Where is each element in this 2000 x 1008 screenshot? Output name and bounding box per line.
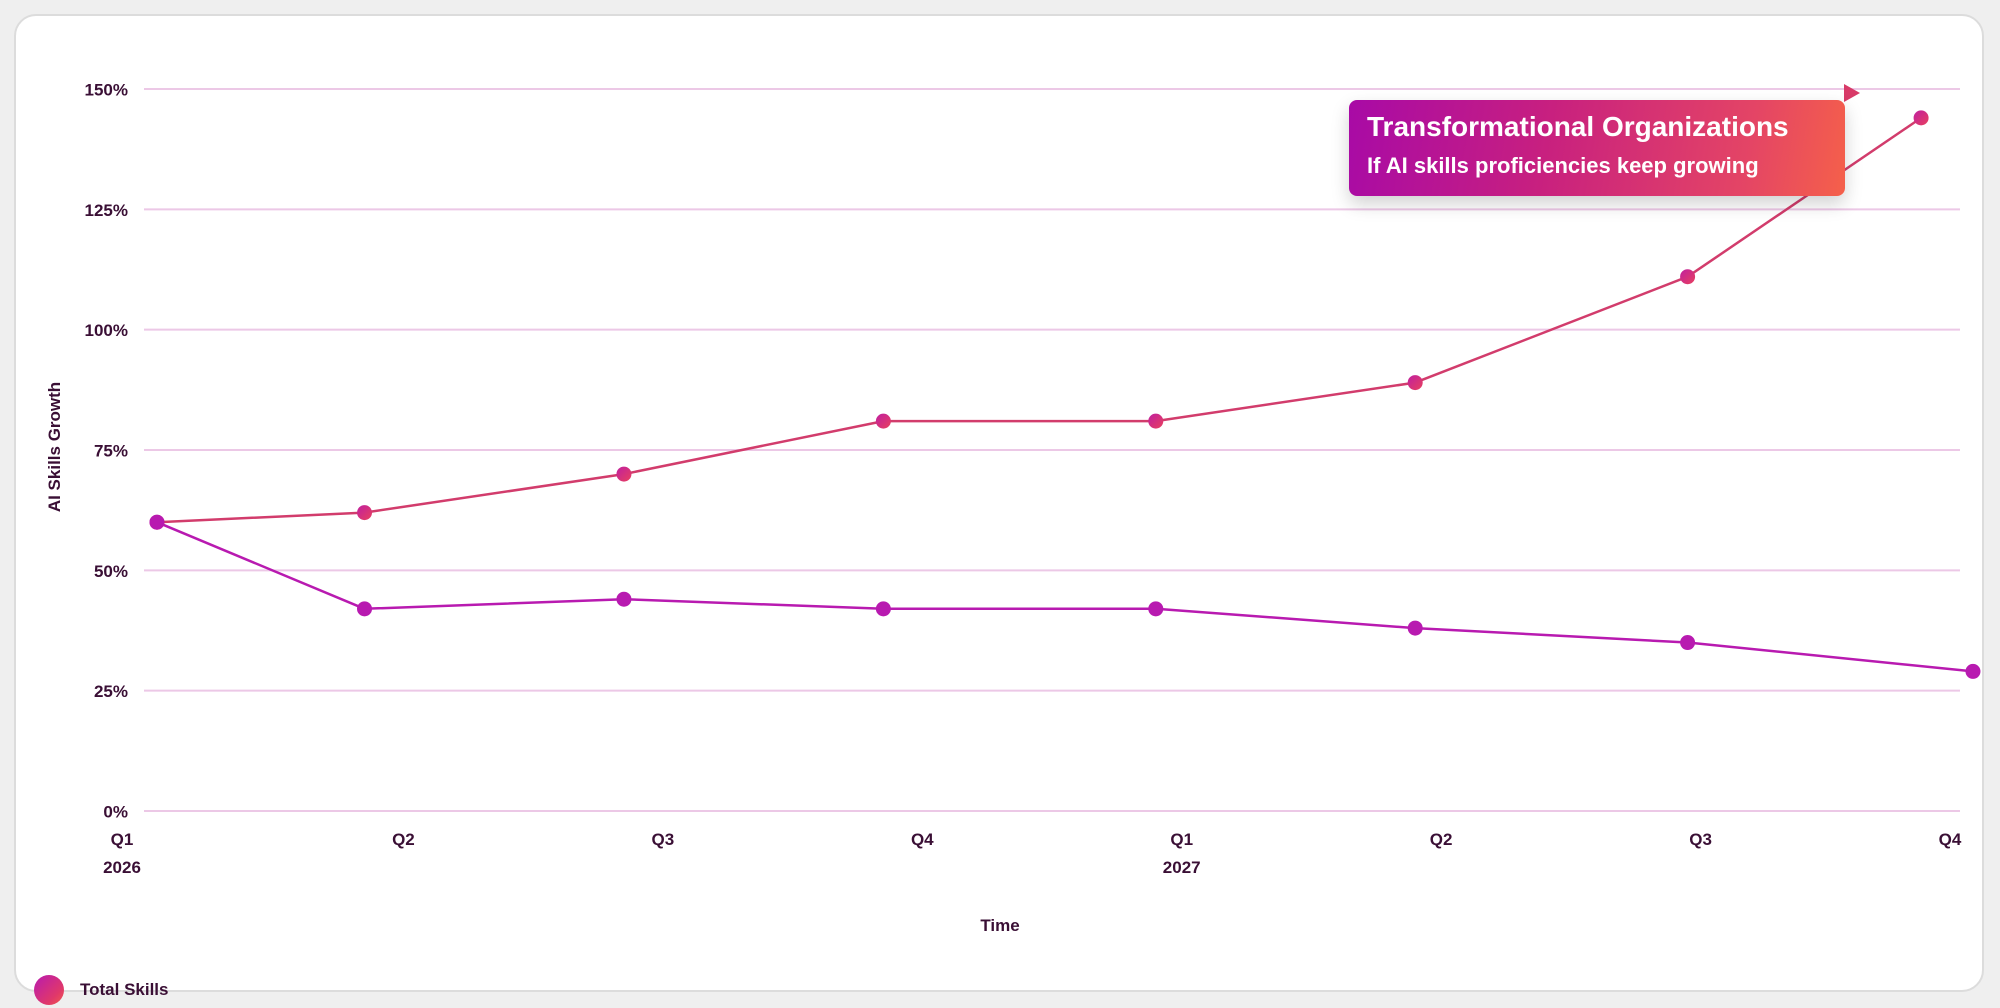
y-axis-ticks: 0% 25% 50% 75% 100% 125% 150% (85, 80, 128, 821)
data-point-lower (1965, 663, 1981, 679)
annotation-callout: Transformational Organizations If AI ski… (1349, 100, 1845, 196)
series-points (149, 110, 1981, 679)
data-point-lower (1680, 635, 1696, 651)
legend-swatch (34, 975, 64, 1005)
data-point-upper (1407, 375, 1423, 391)
data-point-upper (1913, 110, 1929, 126)
y-tick-label: 75% (94, 441, 128, 460)
y-tick-label: 25% (94, 682, 128, 701)
annotation-title: Transformational Organizations (1367, 111, 1789, 142)
data-point-lower (616, 591, 632, 607)
data-point-upper (1148, 413, 1164, 429)
series-lines (156, 116, 1974, 673)
data-point-lower (1148, 601, 1164, 617)
data-point-upper (357, 505, 373, 521)
data-point-upper (1680, 269, 1696, 285)
series-line-upper (156, 116, 1922, 524)
x-tick-label: Q3 (652, 830, 675, 849)
data-point-lower (149, 514, 165, 530)
x-tick-label: Q4 (1939, 830, 1962, 849)
y-axis-label: AI Skills Growth (45, 382, 64, 512)
y-tick-label: 50% (94, 562, 128, 581)
y-tick-label: 150% (85, 80, 128, 99)
y-tick-label: 125% (85, 201, 128, 220)
data-point-lower (1407, 620, 1423, 636)
y-tick-label: 0% (103, 802, 128, 821)
data-point-upper (875, 413, 891, 429)
legend: Total Skills (34, 974, 169, 1006)
annotation-arrow-icon (1844, 84, 1860, 102)
x-tick-label: Q1 (1170, 830, 1193, 849)
annotation-subtitle: If AI skills proficiencies keep growing (1367, 153, 1759, 178)
x-tick-label: Q1 (111, 830, 134, 849)
x-tick-label: Q3 (1689, 830, 1712, 849)
grid-lines (144, 88, 1960, 812)
x-tick-year-label: 2027 (1163, 858, 1201, 877)
data-point-upper (616, 466, 632, 482)
x-axis-label: Time (980, 916, 1019, 935)
legend-label: Total Skills (80, 980, 169, 999)
x-tick-label: Q4 (911, 830, 934, 849)
x-tick-label: Q2 (1430, 830, 1453, 849)
x-tick-year-label: 2026 (103, 858, 141, 877)
series-line-lower (156, 521, 1974, 673)
y-tick-label: 100% (85, 321, 128, 340)
data-point-lower (357, 601, 373, 617)
x-tick-label: Q2 (392, 830, 415, 849)
data-point-lower (875, 601, 891, 617)
x-axis-ticks: Q1 2026 Q2 Q3 Q4 Q1 2027 Q2 Q3 Q4 (103, 830, 1962, 877)
